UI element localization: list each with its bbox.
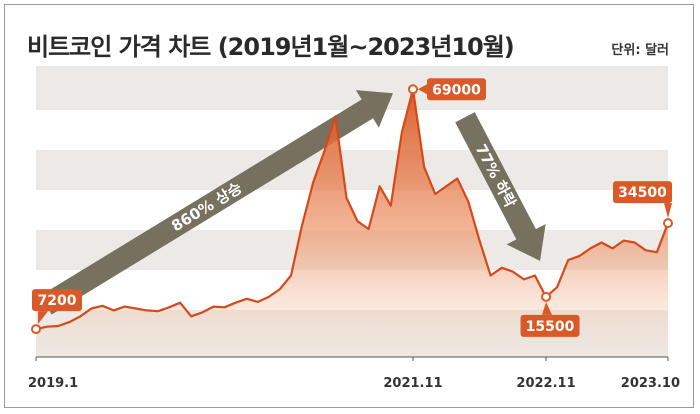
callout-label: 34500 xyxy=(618,185,667,201)
callout-label: 69000 xyxy=(432,82,481,98)
callout-box xyxy=(613,181,672,204)
callout-7200: 7200 xyxy=(31,289,82,335)
callout-34500: 34500 xyxy=(613,181,673,229)
x-tick-label: 2022.11 xyxy=(516,376,575,391)
x-tick-label: 2023.10 xyxy=(621,376,680,391)
price-area xyxy=(36,89,668,358)
price-line xyxy=(35,88,670,331)
callout-15500: 15500 xyxy=(520,291,580,337)
unit-label: 단위: 달러 xyxy=(611,43,669,58)
x-ticks: 2019.1 2021.11 2022.11 2023.10 xyxy=(28,357,680,391)
band-1 xyxy=(36,150,668,190)
callout-box xyxy=(32,289,82,312)
callouts: 7200 69000 15500 34500 xyxy=(31,78,673,337)
callout-label: 15500 xyxy=(526,319,575,335)
callout-point xyxy=(407,84,418,95)
callout-point xyxy=(663,218,673,229)
callout-box xyxy=(426,78,486,101)
callout-point xyxy=(31,324,41,335)
x-tick-label: 2021.11 xyxy=(383,376,442,391)
x-tick-label: 2019.1 xyxy=(28,376,78,391)
callout-label: 7200 xyxy=(38,293,77,309)
callout-point xyxy=(541,291,552,302)
chart-title: 비트코인 가격 차트 (2019년1월~2023년10월) xyxy=(27,33,515,61)
callout-69000: 69000 xyxy=(407,78,486,101)
band-0 xyxy=(36,66,668,110)
callout-box xyxy=(520,314,580,337)
